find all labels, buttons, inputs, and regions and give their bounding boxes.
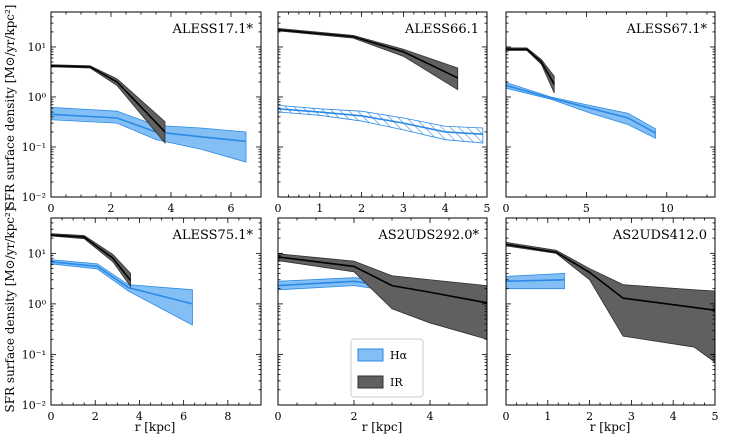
y-axis-title-bottom: SFR surface density [M⊙/yr/kpc²] bbox=[3, 208, 17, 413]
x-tick-label: 2 bbox=[108, 202, 115, 215]
x-tick-label: 2 bbox=[351, 410, 358, 423]
halpha-band bbox=[278, 104, 484, 144]
halpha-line bbox=[506, 278, 565, 283]
panel-5: 0 2 4 AS2UDS292.0* bbox=[275, 217, 488, 423]
plot-area bbox=[506, 47, 656, 139]
panel-4: 0 2 4 6 8 10⁻² 10⁻¹ 10⁰ 10¹ ALESS75.1* bbox=[22, 217, 262, 423]
x-tick-label: 2 bbox=[586, 410, 593, 423]
y-tick-label: 10⁻¹ bbox=[22, 348, 46, 361]
axes-frame bbox=[50, 11, 262, 198]
x-tick-label: 0 bbox=[503, 202, 510, 215]
ir-band bbox=[278, 27, 459, 91]
ir-line bbox=[51, 65, 166, 133]
x-tick-label: 0 bbox=[275, 410, 282, 423]
axes-frame bbox=[505, 11, 716, 198]
panel-1: 0 2 4 6 10⁻² 10⁻¹ 10⁰ 10¹ ALESS17.1* bbox=[22, 11, 262, 215]
x-tick-label: 2 bbox=[358, 202, 365, 215]
y-tick-label: 10¹ bbox=[28, 41, 46, 54]
legend-label-halpha: Hα bbox=[390, 349, 408, 362]
y-tick-label: 10⁻¹ bbox=[22, 141, 46, 154]
plot-area bbox=[278, 253, 487, 340]
halpha-line bbox=[51, 261, 193, 305]
panel-title: ALESS66.1 bbox=[404, 22, 479, 37]
panel-title: ALESS75.1* bbox=[171, 228, 253, 243]
ir-band bbox=[278, 253, 487, 340]
legend-label-ir: IR bbox=[390, 376, 403, 389]
ir-band bbox=[51, 64, 166, 145]
x-tick-label: 6 bbox=[228, 202, 235, 215]
ir-band bbox=[506, 241, 715, 363]
y-tick-label: 10¹ bbox=[28, 247, 46, 260]
x-tick-label: 2 bbox=[92, 410, 99, 423]
x-tick-label: 4 bbox=[168, 202, 175, 215]
x-axis-title-1: r [kpc] bbox=[135, 420, 176, 434]
plot-area bbox=[51, 233, 193, 326]
x-tick-label: 0 bbox=[275, 202, 282, 215]
x-tick-label: 3 bbox=[628, 410, 635, 423]
y-tick-label: 10⁻² bbox=[22, 191, 46, 204]
x-tick-label: 8 bbox=[224, 410, 231, 423]
y-tick-label: 10⁻² bbox=[22, 399, 46, 412]
legend-swatch-halpha bbox=[357, 348, 384, 362]
panel-title: AS2UDS412.0 bbox=[612, 228, 707, 243]
panel-3: 0 5 10 ALESS67.1* bbox=[503, 11, 716, 215]
x-tick-label: 5 bbox=[583, 202, 590, 215]
x-tick-label: 1 bbox=[316, 202, 323, 215]
plot-area bbox=[51, 64, 247, 163]
panel-2: 0 1 2 3 4 5 ALESS66.1 bbox=[275, 11, 491, 215]
y-axis-title-top: SFR surface density [M⊙/yr/kpc²] bbox=[3, 5, 17, 210]
panel-title: ALESS17.1* bbox=[171, 22, 253, 37]
halpha-band bbox=[51, 106, 247, 163]
x-tick-label: 10 bbox=[660, 202, 674, 215]
x-tick-label: 4 bbox=[442, 202, 449, 215]
ir-line bbox=[506, 48, 555, 85]
axes-frame bbox=[277, 11, 488, 198]
x-tick-label: 0 bbox=[48, 202, 55, 215]
ir-line bbox=[278, 29, 459, 79]
halpha-line bbox=[506, 84, 656, 134]
axes-frame bbox=[50, 217, 262, 406]
x-tick-label: 4 bbox=[427, 410, 434, 423]
legend-swatch-ir bbox=[357, 375, 384, 389]
x-tick-label: 0 bbox=[503, 410, 510, 423]
plot-area bbox=[278, 27, 484, 144]
halpha-band bbox=[506, 82, 656, 139]
x-axis-title-2: r [kpc] bbox=[362, 420, 403, 434]
legend: Hα IR bbox=[350, 338, 424, 398]
panel-title: AS2UDS292.0* bbox=[377, 228, 479, 243]
x-tick-label: 4 bbox=[136, 410, 143, 423]
ir-line bbox=[278, 256, 487, 304]
panel-6: 0 1 2 3 4 5 AS2UDS412.0 bbox=[503, 217, 719, 423]
ir-line bbox=[51, 234, 132, 282]
panel-title: ALESS67.1* bbox=[625, 22, 707, 37]
y-tick-label: 10⁰ bbox=[28, 298, 47, 311]
y-tick-label: 10⁰ bbox=[28, 91, 47, 104]
x-tick-label: 5 bbox=[484, 202, 491, 215]
halpha-band bbox=[51, 259, 193, 326]
ir-band bbox=[506, 47, 555, 94]
plot-area bbox=[506, 241, 715, 363]
x-tick-label: 6 bbox=[180, 410, 187, 423]
halpha-line bbox=[278, 108, 483, 136]
x-axis-title-3: r [kpc] bbox=[590, 420, 631, 434]
x-tick-label: 5 bbox=[712, 410, 719, 423]
x-tick-label: 0 bbox=[48, 410, 55, 423]
x-tick-label: 1 bbox=[544, 410, 551, 423]
x-tick-label: 3 bbox=[400, 202, 407, 215]
x-tick-label: 4 bbox=[670, 410, 677, 423]
ir-line bbox=[506, 243, 715, 312]
